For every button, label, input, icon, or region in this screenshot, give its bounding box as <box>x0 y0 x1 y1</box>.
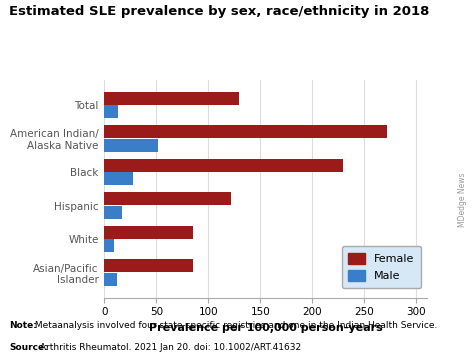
Bar <box>104 239 114 252</box>
Text: Note:: Note: <box>9 321 37 330</box>
Bar <box>104 192 231 205</box>
Legend: Female, Male: Female, Male <box>342 246 421 288</box>
Bar <box>104 273 117 286</box>
Text: Metaanalysis involved four state-specific registries and one in the Indian Healt: Metaanalysis involved four state-specifi… <box>32 321 438 330</box>
Bar <box>104 92 239 105</box>
X-axis label: Prevalence per 100,000 person-years: Prevalence per 100,000 person-years <box>148 323 383 333</box>
Text: MDedge News: MDedge News <box>458 172 467 227</box>
Bar <box>104 206 122 219</box>
Bar <box>104 159 344 172</box>
Text: Arthritis Rheumatol. 2021 Jan 20. doi: 10.1002/ART.41632: Arthritis Rheumatol. 2021 Jan 20. doi: 1… <box>37 343 301 352</box>
Text: Source:: Source: <box>9 343 48 352</box>
Bar <box>104 126 387 138</box>
Bar <box>104 172 133 185</box>
Text: Estimated SLE prevalence by sex, race/ethnicity in 2018: Estimated SLE prevalence by sex, race/et… <box>9 5 430 19</box>
Bar <box>104 260 192 272</box>
Bar <box>104 226 192 239</box>
Bar <box>104 105 118 118</box>
Bar <box>104 139 158 152</box>
